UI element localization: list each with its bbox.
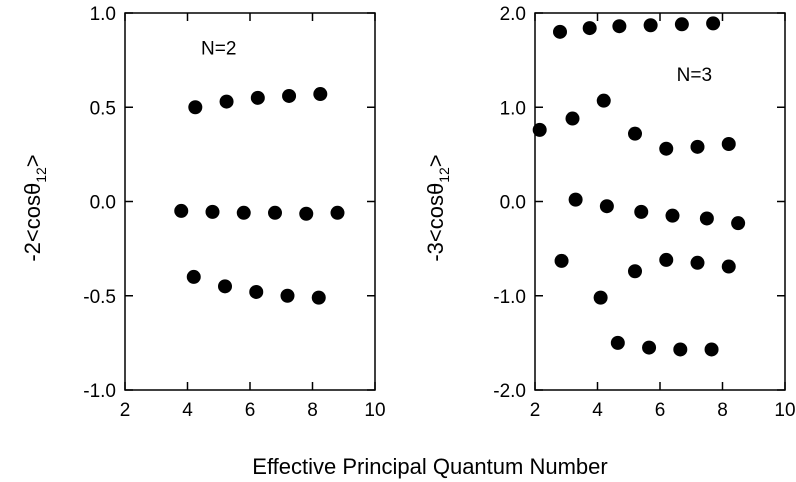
x-tick-label: 8 (307, 400, 318, 421)
data-point-s3-p2 (628, 264, 642, 279)
y-tick-label: -2.0 (493, 381, 526, 402)
data-point-s1-p2 (236, 205, 251, 220)
left-panel: 2 4 6 8 10 1.0 0.5 0.0 -0.5 -1.0 N=2 -2<cosθ12> (20, 4, 386, 421)
data-point-s0-p2 (612, 19, 627, 34)
y-axis-label: -2<cosθ12> (20, 154, 49, 261)
data-point-s2-p0 (568, 192, 583, 207)
x-tick-label: 10 (364, 400, 385, 421)
y-tick-label: 2.0 (500, 4, 526, 25)
y-tick-label: 1.0 (90, 4, 116, 25)
y-axis-label-prefix: -2<cosθ (20, 183, 45, 262)
data-point-s1-p1 (565, 111, 580, 126)
data-point-s0-p5 (706, 16, 721, 31)
data-point-s1-p5 (330, 205, 345, 220)
data-point-s1-p5 (690, 139, 705, 154)
y-tick-label: 0.5 (90, 98, 116, 119)
y-axis-label-prefix: -3<cosθ (423, 183, 448, 262)
data-point-s3-p3 (659, 252, 674, 267)
data-point-s2-p4 (699, 211, 714, 226)
data-point-s4-p0 (610, 335, 625, 350)
right-panel: 2 4 6 8 10 2.0 1.0 0.0 -1.0 -2.0 N=3 -3<cosθ12> (423, 4, 796, 421)
x-tick-label: 6 (655, 400, 666, 421)
x-tick-label: 6 (245, 400, 256, 421)
data-point-s1-p3 (268, 205, 282, 220)
y-tick-label: -1.0 (83, 381, 116, 402)
data-point-s0-p1 (582, 21, 597, 36)
y-tick-label: 0.0 (500, 193, 526, 214)
data-point-s0-p3 (282, 88, 297, 103)
data-point-s1-p3 (628, 126, 642, 141)
shared-x-axis-label: Effective Principal Quantum Number (252, 454, 607, 479)
data-point-s2-p3 (665, 208, 680, 223)
x-tick-label: 8 (717, 400, 728, 421)
y-tick-label: -0.5 (83, 287, 116, 308)
panel-annotation: N=3 (677, 65, 712, 86)
data-point-s1-p0 (174, 203, 189, 218)
data-point-s4-p1 (642, 340, 657, 355)
data-point-s2-p1 (599, 199, 614, 214)
data-point-s1-p2 (596, 93, 611, 108)
y-tick-label: -1.0 (493, 287, 526, 308)
data-point-s1-p1 (205, 204, 220, 219)
y-axis-label: -3<cosθ12> (423, 154, 452, 261)
data-point-s3-p1 (593, 290, 608, 305)
data-point-s2-p2 (249, 284, 264, 299)
data-point-s2-p1 (218, 279, 232, 294)
data-point-s1-p0 (532, 122, 547, 137)
y-axis-label-subscript: 12 (33, 167, 49, 183)
data-point-s4-p3 (704, 342, 719, 357)
y-tick-label: 0.0 (90, 193, 116, 214)
plot-frame (124, 12, 376, 391)
data-point-s0-p2 (250, 90, 265, 105)
y-tick-label: 1.0 (500, 98, 526, 119)
y-axis-label-subscript: 12 (436, 167, 452, 183)
data-point-s2-p5 (731, 216, 746, 231)
x-tick-label: 2 (530, 400, 541, 421)
data-point-s1-p6 (721, 137, 736, 152)
x-tick-label: 2 (120, 400, 131, 421)
data-point-s0-p3 (643, 18, 658, 33)
data-point-s0-p0 (188, 100, 203, 115)
data-point-s3-p5 (721, 259, 736, 274)
y-axis-label-suffix: > (20, 154, 45, 167)
panel-annotation: N=2 (201, 38, 236, 59)
data-point-s0-p1 (219, 94, 234, 109)
data-point-s2-p0 (186, 269, 201, 284)
data-point-s3-p4 (690, 255, 705, 270)
data-point-s1-p4 (659, 141, 674, 156)
data-point-s0-p4 (674, 17, 689, 32)
x-tick-label: 4 (182, 400, 193, 421)
x-tick-label: 4 (592, 400, 603, 421)
data-point-s2-p4 (311, 290, 326, 305)
data-point-s1-p4 (299, 206, 314, 221)
data-point-s2-p3 (280, 288, 295, 303)
data-point-s2-p2 (634, 204, 649, 219)
data-point-s3-p0 (554, 253, 569, 268)
data-point-s0-p4 (313, 87, 328, 102)
data-point-s4-p2 (673, 342, 688, 357)
y-axis-label-suffix: > (423, 154, 448, 167)
data-point-s0-p0 (553, 24, 567, 39)
x-tick-label: 10 (774, 400, 795, 421)
